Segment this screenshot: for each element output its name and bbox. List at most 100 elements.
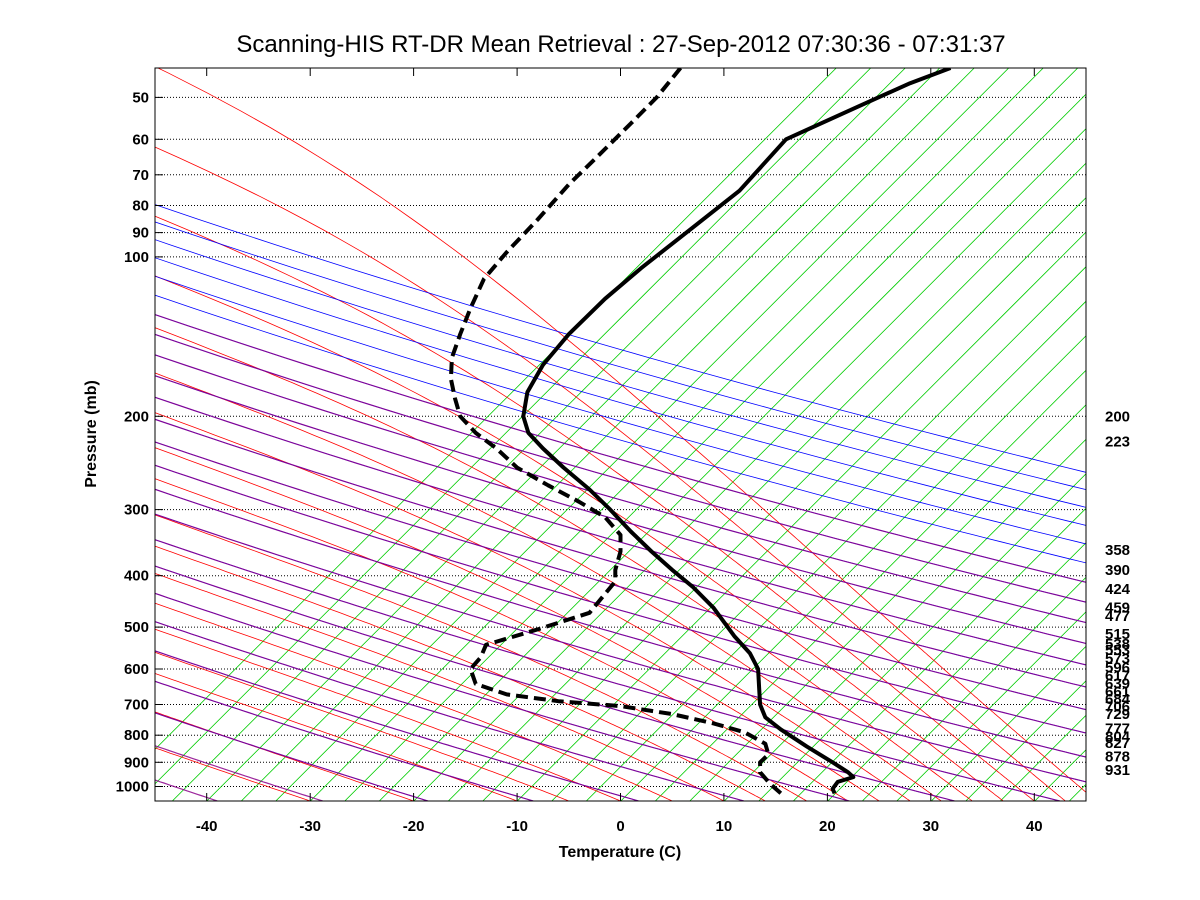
mixing-ratio-line (413, 128, 1086, 801)
x-tick-label: 30 (922, 818, 939, 835)
right-level-labels: 2002233583904244594775155385535735966176… (1105, 408, 1131, 779)
pressure-gridlines (155, 96, 1086, 787)
right-level-label: 200 (1105, 408, 1130, 425)
right-level-label: 553 (1105, 642, 1130, 659)
mixing-ratio-line (172, 68, 906, 801)
moist-adiabat-line (155, 602, 673, 801)
mixing-ratio-line (758, 473, 1086, 801)
x-tick-label: -30 (299, 818, 321, 835)
right-level-label: 596 (1105, 660, 1130, 677)
right-level-label: 661 (1105, 683, 1130, 700)
moist-adiabat-line (155, 478, 849, 801)
x-tick-label: 20 (819, 818, 836, 835)
mixing-ratio-line (482, 197, 1086, 801)
right-level-label: 459 (1105, 599, 1130, 616)
y-tick-label: 900 (124, 754, 149, 771)
background-adiabat-line (155, 418, 1086, 688)
x-tick-label: 10 (716, 818, 733, 835)
mixing-ratio-line (1069, 783, 1086, 801)
background-adiabat-line (155, 464, 1086, 734)
background-adiabat-line (155, 539, 1061, 801)
moist-adiabat-line (155, 573, 725, 801)
dry-adiabat-line (155, 221, 1086, 491)
x-tick-label: -10 (506, 818, 528, 835)
y-tick-label: 700 (124, 697, 149, 714)
background-adiabat-line (155, 354, 1086, 624)
moist-adiabat-line (155, 545, 766, 801)
dry-adiabat-line (155, 275, 1086, 545)
right-level-label: 639 (1105, 676, 1130, 693)
x-tick-label: 0 (616, 818, 624, 835)
dry-adiabat-line (155, 239, 1086, 508)
y-tick-label: 70 (132, 167, 149, 184)
right-level-label: 706 (1105, 698, 1130, 715)
moist-adiabat-line (155, 651, 569, 801)
moist-adiabat-line (155, 372, 942, 801)
right-level-label: 729 (1105, 706, 1130, 723)
y-tick-label: 50 (132, 89, 149, 106)
y-tick-label: 300 (124, 502, 149, 519)
moist-adiabat-line (155, 514, 807, 801)
right-level-label: 390 (1105, 562, 1130, 579)
mixing-ratio-line (586, 300, 1086, 801)
y-axis-ticks: 50 60 70 80 90 100 200 300 400 500 600 700 800 900 100… (116, 89, 163, 796)
right-level-label: 358 (1105, 542, 1130, 559)
moist-adiabat-line (155, 275, 1004, 801)
background-adiabat-line (155, 441, 1086, 711)
y-tick-label: 90 (132, 225, 149, 242)
right-level-label: 931 (1105, 762, 1130, 779)
right-level-label: 223 (1105, 433, 1130, 450)
background-adiabat-line (155, 488, 1086, 758)
profile-lines (448, 68, 952, 795)
mixing-ratio-line (155, 68, 837, 750)
right-level-label: 538 (1105, 636, 1130, 653)
mixing-ratio-line (206, 68, 941, 801)
y-axis-label: Pressure (mb) (83, 380, 100, 488)
moist-adiabat-line (155, 215, 1035, 801)
mixing-ratio-line (689, 404, 1086, 801)
mixing-ratio-line (275, 68, 1010, 801)
mixing-ratio-line (620, 335, 1086, 801)
moist-adiabat-line (155, 628, 621, 801)
right-level-label: 424 (1105, 581, 1131, 598)
mixing-ratio-line (1173, 0, 1200, 801)
background-adiabat-line (155, 333, 1086, 603)
moist-adiabat-line (155, 711, 414, 801)
y-tick-label: 200 (124, 408, 149, 425)
background-adiabat-line (155, 592, 850, 801)
right-level-label: 477 (1105, 608, 1130, 625)
y-tick-label: 60 (132, 131, 149, 148)
y-tick-label: 800 (124, 727, 149, 744)
x-tick-label: -40 (196, 818, 218, 835)
moist-adiabat-line (155, 673, 518, 801)
dewpoint-profile-line (448, 68, 783, 795)
background-adiabat-line (155, 513, 1086, 783)
right-level-label: 573 (1105, 650, 1130, 667)
chart-title: Scanning-HIS RT-DR Mean Retrieval : 27-S… (236, 31, 1005, 58)
mixing-ratio-line (310, 68, 1044, 801)
right-level-label: 878 (1105, 749, 1130, 766)
background-adiabat-line (155, 396, 1086, 666)
background-adiabat-line (155, 712, 429, 801)
background-adiabat-line (155, 621, 745, 801)
y-tick-label: 80 (132, 198, 149, 215)
dry-adiabat-line (155, 294, 1086, 564)
mixing-ratio-line (155, 68, 872, 785)
y-tick-label: 400 (124, 568, 149, 585)
mixing-ratio-line (344, 68, 1079, 801)
x-tick-label: 40 (1026, 818, 1043, 835)
mixing-ratio-line (1138, 0, 1200, 801)
mixing-ratio-line (827, 542, 1086, 801)
y-tick-label: 1000 (116, 779, 149, 796)
mixing-ratio-line (793, 507, 1086, 801)
right-level-label: 777 (1105, 721, 1130, 738)
x-axis-label: Temperature (C) (559, 844, 681, 861)
x-tick-label: -20 (403, 818, 425, 835)
dry-adiabat-line (155, 204, 1086, 473)
mixing-ratio-line (517, 231, 1086, 801)
mixing-ratio-line (655, 369, 1086, 801)
background-adiabat-line (155, 680, 534, 801)
temperature-profile-line (521, 68, 952, 795)
right-level-label: 515 (1105, 626, 1130, 643)
